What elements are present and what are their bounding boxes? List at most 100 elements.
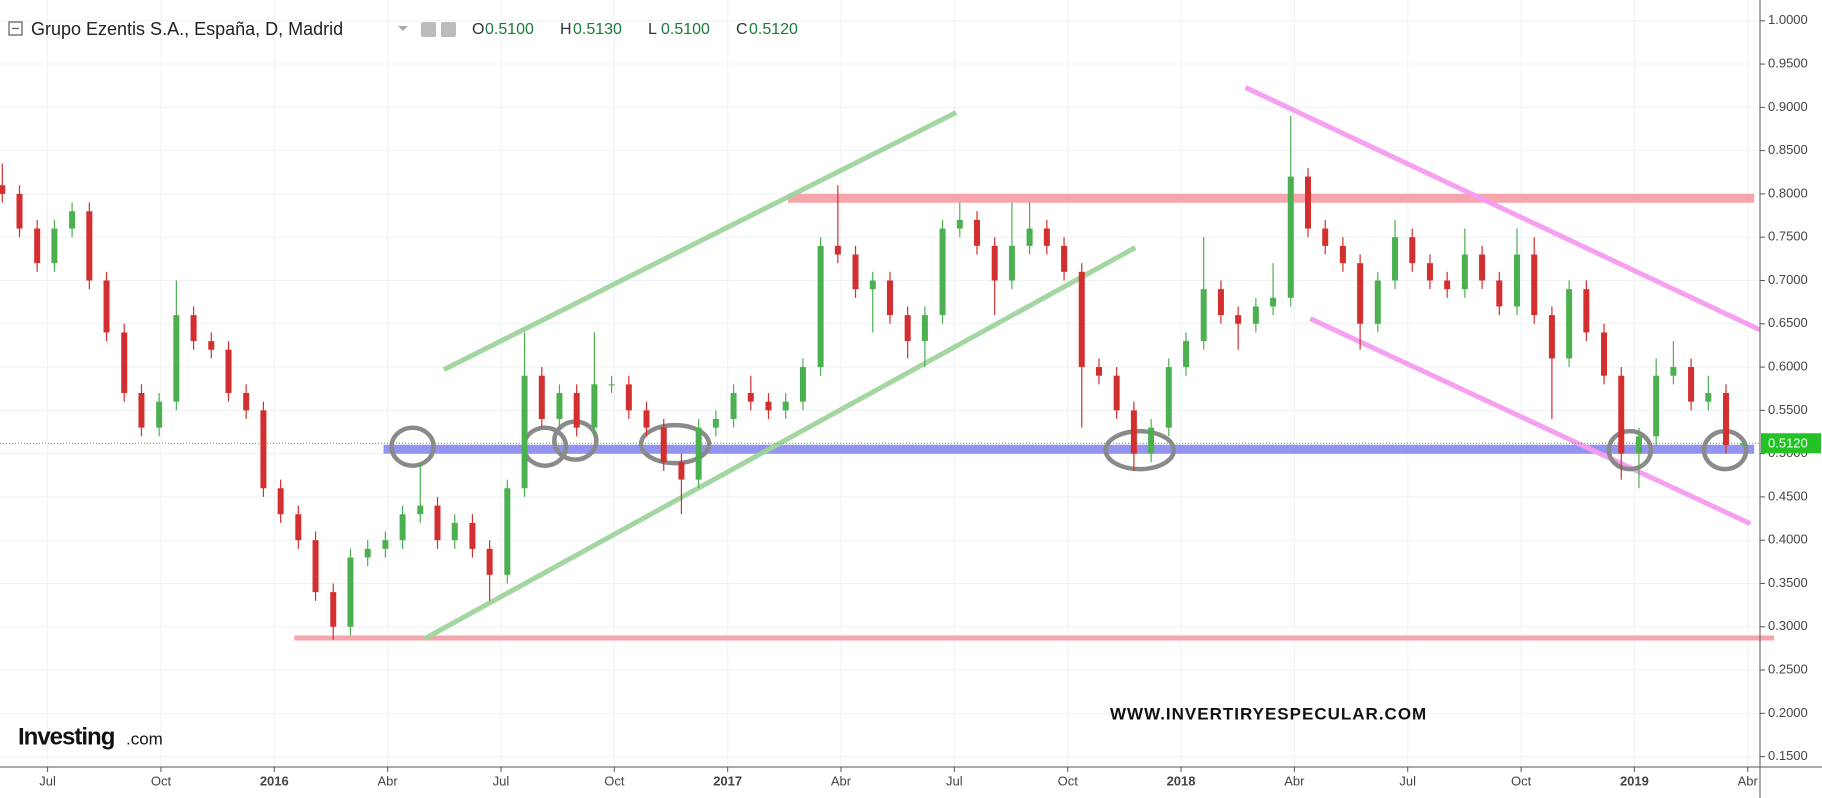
x-tick-label: 2019 <box>1620 773 1649 788</box>
ohlc-key: O <box>472 21 484 38</box>
x-tick-label: Abr <box>1284 773 1305 788</box>
candle-body <box>817 245 824 368</box>
candle-body <box>1426 263 1433 281</box>
candle-body <box>208 341 215 350</box>
candle-body <box>1496 280 1503 307</box>
candle-body <box>1513 254 1520 307</box>
dropdown[interactable] <box>398 26 408 31</box>
drawings <box>0 85 1775 642</box>
last-price-label: 0.5120 <box>1768 436 1808 451</box>
candle-body <box>556 393 563 419</box>
y-tick-label: 0.6500 <box>1768 315 1808 330</box>
candle-body <box>417 505 424 515</box>
y-tick-label: 0.2000 <box>1768 705 1808 720</box>
collapse-icon[interactable] <box>8 21 23 36</box>
candle-body <box>1148 427 1155 454</box>
candle-body <box>1374 280 1381 324</box>
candle-body <box>834 245 841 255</box>
candle-body <box>1026 228 1033 246</box>
candle-body <box>1235 315 1242 324</box>
settings-icon[interactable] <box>441 22 456 37</box>
candle-body <box>173 315 180 402</box>
trendline <box>1309 316 1752 527</box>
candle-body <box>225 349 232 394</box>
candle-body <box>1705 393 1712 402</box>
x-tick-label: Abr <box>831 773 852 788</box>
candle-body <box>1653 375 1660 437</box>
ohlc-value: 0.5100 <box>485 21 534 38</box>
candle-body <box>34 228 41 264</box>
candle-body <box>660 427 667 463</box>
highlight-ellipse <box>1606 428 1654 472</box>
candle-body <box>904 315 911 342</box>
candle-body <box>1618 375 1625 454</box>
candle-body <box>695 427 702 480</box>
ohlc-key: H <box>560 21 572 38</box>
candle-body <box>86 211 93 281</box>
x-tick-label: Oct <box>604 773 625 788</box>
x-tick-label: Oct <box>1511 773 1532 788</box>
candle-body <box>1165 367 1172 428</box>
candle-body <box>1583 289 1590 333</box>
candle-body <box>1043 228 1050 246</box>
candle-body <box>0 185 6 194</box>
y-tick-label: 0.7500 <box>1768 229 1808 244</box>
y-tick-label: 0.8000 <box>1768 185 1808 200</box>
candle-body <box>782 401 789 411</box>
highlight-ellipse <box>1103 428 1177 472</box>
candle-body <box>121 332 128 394</box>
candle-body <box>1061 245 1068 272</box>
candle-body <box>156 401 163 428</box>
candle-body <box>1113 375 1120 411</box>
candle-body <box>1339 245 1346 264</box>
candle-body <box>1740 443 1747 445</box>
candle-body <box>1444 280 1451 290</box>
y-tick-label: 0.5500 <box>1768 402 1808 417</box>
candle-body <box>643 410 650 428</box>
candle-body <box>1688 367 1695 402</box>
candle-body <box>1670 367 1677 376</box>
candle-body <box>277 488 284 515</box>
candle-body <box>1479 254 1486 281</box>
candle-body <box>1601 332 1608 376</box>
candle-body <box>434 505 441 541</box>
ohlc-key: L <box>648 21 657 38</box>
candle-body <box>712 418 719 428</box>
candle-body <box>16 193 23 229</box>
y-tick-label: 0.4500 <box>1768 488 1808 503</box>
candle-body <box>1722 393 1729 445</box>
candle-body <box>521 375 528 489</box>
candle-body <box>1635 436 1642 454</box>
x-tick-label: Jul <box>493 773 510 788</box>
ohlc-value: 0.5120 <box>749 21 798 38</box>
candle-body <box>678 462 685 480</box>
candle-body <box>1270 297 1277 307</box>
x-tick-label: Abr <box>378 773 399 788</box>
eye-icon[interactable] <box>421 22 436 37</box>
ohlc-values: O 0.5100 H 0.5130 L 0.5100 C 0.5120 <box>472 21 798 38</box>
x-tick-label: 2017 <box>713 773 742 788</box>
candle-body <box>886 280 893 316</box>
y-tick-label: 0.7000 <box>1768 272 1808 287</box>
candle-body <box>347 557 354 627</box>
ohlc-value: 0.5130 <box>573 21 622 38</box>
logo: Investing <box>18 723 115 750</box>
candle-body <box>1217 289 1224 316</box>
highlight-ellipse <box>638 422 712 466</box>
y-tick-label: 0.9000 <box>1768 99 1808 114</box>
candle-body <box>504 488 511 575</box>
ohlc-key: C <box>736 21 748 38</box>
candle-body <box>1548 315 1555 359</box>
candle-body <box>1322 228 1329 246</box>
x-tick-label: Oct <box>1058 773 1079 788</box>
trendline <box>1244 85 1762 333</box>
x-tick-label: Jul <box>39 773 56 788</box>
candle-body <box>295 514 302 541</box>
watermark: WWW.INVERTIRYESPECULAR.COM <box>1110 704 1427 723</box>
candle-body <box>747 393 754 402</box>
x-tick-label: Jul <box>1399 773 1416 788</box>
candle-body <box>765 401 772 411</box>
